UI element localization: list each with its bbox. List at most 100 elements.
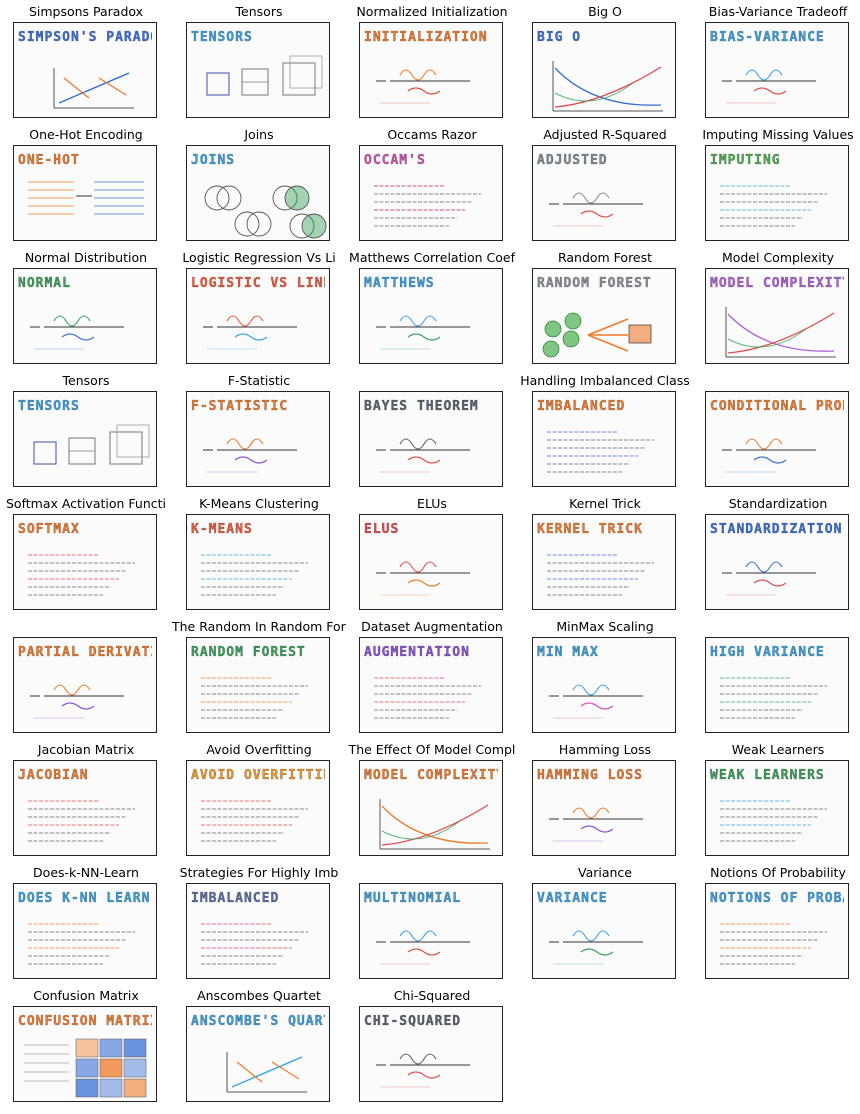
sketch-illustration [30, 684, 124, 719]
thumbnail-cell[interactable]: One-Hot Encoding ONE-HOT [13, 127, 157, 241]
thumbnail-cell[interactable]: Chi-Squared CHI-SQUARED [359, 988, 503, 1102]
sketch-illustration [379, 799, 490, 850]
sketch-note-image[interactable]: RANDOM FOREST [186, 637, 330, 733]
sketch-note-image[interactable]: K-MEANS [186, 514, 330, 610]
thumbnail-cell[interactable]: Does-k-NN-Learn DOES K-NN LEARN [13, 865, 157, 979]
sketch-note-image[interactable]: IMPUTING [705, 145, 849, 241]
sketch-note-image[interactable]: MULTINOMIAL [359, 883, 503, 979]
thumbnail-cell[interactable]: Variance VARIANCE [532, 865, 676, 979]
sketch-note-image[interactable]: IMBALANCED [532, 391, 676, 487]
thumbnail-cell[interactable]: Anscombes Quartet ANSCOMBE'S QUARTET [186, 988, 330, 1102]
sketch-note-image[interactable]: MODEL COMPLEXITY [705, 268, 849, 364]
thumbnail-cell[interactable]: Hamming Loss HAMMING LOSS [532, 742, 676, 856]
sketch-note-image[interactable]: ELUs [359, 514, 503, 610]
sketch-note-image[interactable]: VARIANCE [532, 883, 676, 979]
thumbnail-cell[interactable]: MinMax Scaling MIN MAX [532, 619, 676, 733]
thumbnail-cell[interactable]: Bias-Variance Tradeoff BIAS-VARIANCE [705, 4, 849, 118]
sketch-note-image[interactable]: INITIALIZATION [359, 22, 503, 118]
sketch-note-image[interactable]: DOES K-NN LEARN [13, 883, 157, 979]
sketch-note-image[interactable]: SIMPSON'S PARADOX [13, 22, 157, 118]
thumbnail-title: Strategies For Highly Imb [179, 865, 339, 880]
thumbnail-cell[interactable]: F-Statistic F-STATISTIC [186, 373, 330, 487]
sketch-note-image[interactable]: IMBALANCED [186, 883, 330, 979]
sketch-note-image[interactable]: SOFTMAX [13, 514, 157, 610]
sketch-note-image[interactable]: KERNEL TRICK [532, 514, 676, 610]
thumbnail-cell[interactable]: Random Forest RANDOM FOREST [532, 250, 676, 364]
thumbnail-cell[interactable]: The Random In Random Fore RANDOM FOREST [172, 619, 346, 733]
sketch-drawing [201, 923, 308, 965]
sketch-heading: MATTHEWS [364, 276, 435, 292]
sketch-note-image[interactable]: HAMMING LOSS [532, 760, 676, 856]
thumbnail-title: Weak Learners [731, 742, 825, 757]
sketch-note-image[interactable]: CONFUSION MATRIX [13, 1006, 157, 1102]
thumbnail-cell[interactable]: Normal Distribution NORMAL [13, 250, 157, 364]
sketch-note-image[interactable]: TENSORS [13, 391, 157, 487]
sketch-note-image[interactable]: RANDOM FOREST [532, 268, 676, 364]
thumbnail-cell[interactable]: Handling Imbalanced Class IMBALANCED [520, 373, 690, 487]
sketch-note-image[interactable]: HIGH VARIANCE [705, 637, 849, 733]
sketch-note-image[interactable]: STANDARDIZATION [705, 514, 849, 610]
thumbnail-cell[interactable]: Kernel Trick KERNEL TRICK [532, 496, 676, 610]
thumbnail-title: Tensors [235, 4, 283, 19]
thumbnail-cell[interactable]: PARTIAL DERIVATIVE [13, 637, 157, 733]
thumbnail-cell[interactable]: Dataset Augmentation AUGMENTATION [359, 619, 503, 733]
sketch-note-image[interactable]: WEAK LEARNERS [705, 760, 849, 856]
sketch-note-image[interactable]: AVOID OVERFITTING [186, 760, 330, 856]
sketch-note-image[interactable]: PARTIAL DERIVATIVE [13, 637, 157, 733]
sketch-note-image[interactable]: BAYES THEOREM [359, 391, 503, 487]
thumbnail-cell[interactable]: Simpsons Paradox SIMPSON'S PARADOX [13, 4, 157, 118]
sketch-note-image[interactable]: NORMAL [13, 268, 157, 364]
thumbnail-cell[interactable]: Occams Razor OCCAM'S [359, 127, 503, 241]
sketch-heading: IMBALANCED [537, 399, 626, 415]
sketch-note-image[interactable]: ADJUSTED [532, 145, 676, 241]
thumbnail-cell[interactable]: Logistic Regression Vs Li LOGISTIC VS LIN… [182, 250, 336, 364]
thumbnail-cell[interactable]: Joins JOINS [186, 127, 330, 241]
thumbnail-cell[interactable]: Notions Of Probability NOTIONS OF PROBABI… [705, 865, 849, 979]
sketch-note-image[interactable]: NOTIONS OF PROBABILITY [705, 883, 849, 979]
thumbnail-cell[interactable]: CONDITIONAL PROBABILITY [705, 391, 849, 487]
sketch-drawing [720, 800, 827, 842]
sketch-note-image[interactable]: JOINS [186, 145, 330, 241]
sketch-note-image[interactable]: AUGMENTATION [359, 637, 503, 733]
thumbnail-cell[interactable]: HIGH VARIANCE [705, 637, 849, 733]
thumbnail-cell[interactable]: Adjusted R-Squared ADJUSTED [532, 127, 676, 241]
sketch-note-image[interactable]: MODEL COMPLEXITY [359, 760, 503, 856]
thumbnail-cell[interactable]: Normalized Initialization INITIALIZATION [356, 4, 508, 118]
thumbnail-cell[interactable]: Standardization STANDARDIZATION [705, 496, 849, 610]
sketch-illustration [376, 930, 470, 965]
thumbnail-cell[interactable]: K-Means Clustering K-MEANS [186, 496, 330, 610]
sketch-note-image[interactable]: ONE-HOT [13, 145, 157, 241]
sketch-heading: ANSCOMBE'S QUARTET [191, 1014, 325, 1030]
sketch-note-image[interactable]: CHI-SQUARED [359, 1006, 503, 1102]
thumbnail-cell[interactable]: Strategies For Highly Imb IMBALANCED [180, 865, 338, 979]
sketch-note-image[interactable]: MIN MAX [532, 637, 676, 733]
sketch-heading: HIGH VARIANCE [710, 645, 825, 661]
thumbnail-cell[interactable]: Big O BIG O [532, 4, 676, 118]
thumbnail-cell[interactable]: MULTINOMIAL [359, 883, 503, 979]
sketch-note-image[interactable]: TENSORS [186, 22, 330, 118]
thumbnail-cell[interactable]: Confusion Matrix CONFUSION MATRIX [13, 988, 157, 1102]
thumbnail-cell[interactable]: ELUs ELUs [359, 496, 503, 610]
sketch-note-image[interactable]: OCCAM'S [359, 145, 503, 241]
sketch-note-image[interactable]: JACOBIAN [13, 760, 157, 856]
sketch-note-image[interactable]: LOGISTIC VS LINEAR [186, 268, 330, 364]
sketch-note-image[interactable]: ANSCOMBE'S QUARTET [186, 1006, 330, 1102]
sketch-note-image[interactable]: BIAS-VARIANCE [705, 22, 849, 118]
thumbnail-cell[interactable]: Avoid Overfitting AVOID OVERFITTING [186, 742, 330, 856]
thumbnail-cell[interactable]: Weak Learners WEAK LEARNERS [705, 742, 849, 856]
thumbnail-cell[interactable]: Model Complexity MODEL COMPLEXITY [705, 250, 849, 364]
thumbnail-cell[interactable]: The Effect Of Model Compl MODEL COMPLEXIT… [349, 742, 515, 856]
sketch-illustration [226, 1052, 307, 1093]
thumbnail-cell[interactable]: Tensors TENSORS [186, 4, 330, 118]
thumbnail-cell[interactable]: Imputing Missing Values IMPUTING [702, 127, 854, 241]
sketch-note-image[interactable]: CONDITIONAL PROBABILITY [705, 391, 849, 487]
thumbnail-cell[interactable]: Matthews Correlation Coef MATTHEWS [349, 250, 515, 364]
sketch-note-image[interactable]: MATTHEWS [359, 268, 503, 364]
sketch-illustration [542, 312, 652, 358]
thumbnail-cell[interactable]: Jacobian Matrix JACOBIAN [13, 742, 157, 856]
sketch-note-image[interactable]: BIG O [532, 22, 676, 118]
thumbnail-cell[interactable]: Softmax Activation Functi SOFTMAX [6, 496, 166, 610]
thumbnail-cell[interactable]: BAYES THEOREM [359, 391, 503, 487]
thumbnail-cell[interactable]: Tensors TENSORS [13, 373, 157, 487]
sketch-note-image[interactable]: F-STATISTIC [186, 391, 330, 487]
